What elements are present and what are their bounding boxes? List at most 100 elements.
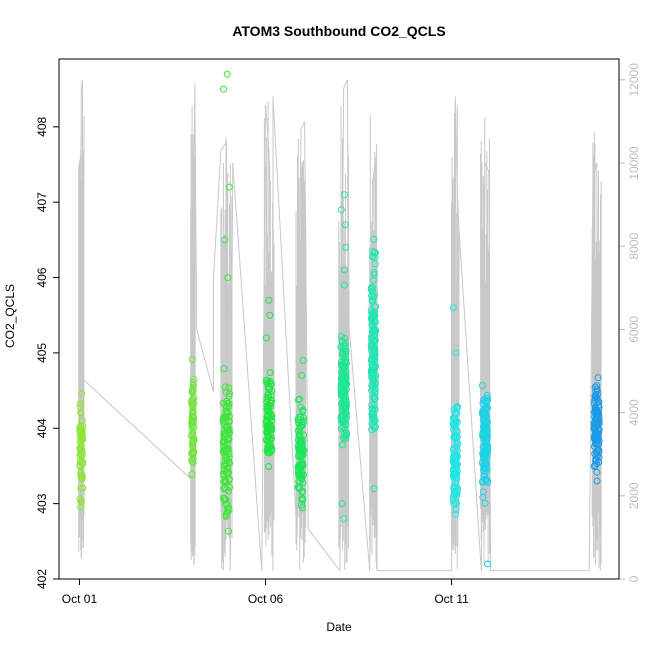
data-point	[452, 437, 460, 445]
data-point	[338, 500, 346, 508]
altitude-transit	[458, 229, 482, 571]
data-point	[339, 417, 347, 425]
data-point	[372, 303, 380, 311]
y2-tick-label: 0	[627, 575, 641, 582]
data-point	[479, 493, 487, 501]
data-point	[266, 311, 274, 319]
data-point	[482, 444, 490, 451]
y2-tick-label: 8000	[627, 233, 641, 260]
data-point	[341, 411, 349, 419]
data-point	[188, 355, 196, 363]
data-point	[371, 249, 379, 257]
data-point	[453, 453, 461, 461]
data-point	[593, 406, 601, 414]
data-point	[190, 436, 198, 444]
data-point	[79, 432, 86, 440]
data-point	[592, 393, 600, 400]
data-point	[297, 435, 305, 443]
data-point	[481, 405, 489, 413]
data-point	[453, 489, 461, 497]
data-point	[371, 254, 379, 262]
data-point	[371, 424, 379, 432]
data-point	[225, 412, 233, 420]
data-point	[452, 409, 460, 417]
data-point	[220, 365, 228, 373]
data-point	[450, 453, 458, 461]
data-point	[450, 470, 458, 478]
y-tick-label: 407	[35, 192, 49, 212]
data-point	[300, 418, 307, 426]
data-point	[369, 314, 376, 322]
data-point	[341, 191, 349, 199]
data-point	[592, 433, 600, 441]
data-point	[368, 309, 376, 316]
data-point	[79, 435, 87, 443]
data-point	[339, 387, 347, 395]
data-point	[267, 380, 275, 388]
data-point	[79, 484, 87, 492]
data-point	[266, 426, 274, 434]
data-point	[478, 382, 486, 389]
data-point	[188, 458, 196, 465]
data-point	[189, 454, 197, 462]
data-point	[340, 403, 348, 411]
y-axis-label: CO2_QCLS	[3, 284, 17, 348]
data-point	[454, 486, 461, 494]
data-point	[341, 426, 348, 434]
data-point	[268, 411, 275, 419]
data-point	[342, 379, 350, 387]
data-point	[79, 458, 86, 466]
y-tick-label: 408	[35, 116, 49, 136]
data-point	[370, 271, 378, 279]
data-point	[295, 419, 303, 427]
data-point	[224, 444, 232, 452]
data-point	[221, 383, 229, 391]
data-point	[298, 475, 306, 483]
data-point	[370, 418, 378, 425]
data-point	[78, 474, 86, 482]
data-point	[594, 374, 602, 382]
data-point	[370, 414, 378, 422]
data-point	[299, 445, 307, 453]
data-point	[593, 468, 601, 476]
data-point	[262, 334, 270, 342]
data-point	[370, 235, 378, 243]
data-point	[450, 420, 458, 428]
data-point	[188, 471, 196, 478]
data-point	[339, 370, 347, 378]
data-points	[76, 70, 603, 568]
data-point	[483, 445, 491, 453]
data-point	[189, 395, 197, 403]
data-point	[223, 485, 231, 493]
data-point	[368, 328, 376, 336]
data-point	[299, 487, 307, 495]
data-point	[454, 460, 461, 468]
data-point	[299, 407, 307, 415]
x-tick-label: Oct 06	[248, 592, 284, 606]
data-point	[595, 416, 603, 424]
data-point	[224, 274, 232, 282]
data-point	[370, 336, 378, 344]
altitude-transit	[82, 378, 192, 480]
data-point	[221, 236, 229, 244]
data-point	[595, 458, 603, 466]
data-point	[79, 422, 87, 430]
data-point	[368, 355, 376, 363]
data-point	[219, 399, 227, 407]
data-point	[263, 398, 271, 406]
data-point	[296, 430, 304, 438]
y-tick-label: 404	[35, 418, 49, 438]
data-point	[450, 500, 458, 508]
data-point	[298, 504, 306, 512]
data-point	[223, 456, 231, 464]
data-point	[593, 477, 601, 485]
data-point	[339, 441, 346, 449]
data-point	[298, 372, 306, 379]
data-point	[267, 434, 275, 442]
altitude-transit	[272, 96, 298, 538]
data-point	[264, 380, 272, 388]
data-point	[225, 476, 233, 484]
y2-tick-label: 4000	[627, 399, 641, 426]
data-point	[482, 461, 490, 469]
